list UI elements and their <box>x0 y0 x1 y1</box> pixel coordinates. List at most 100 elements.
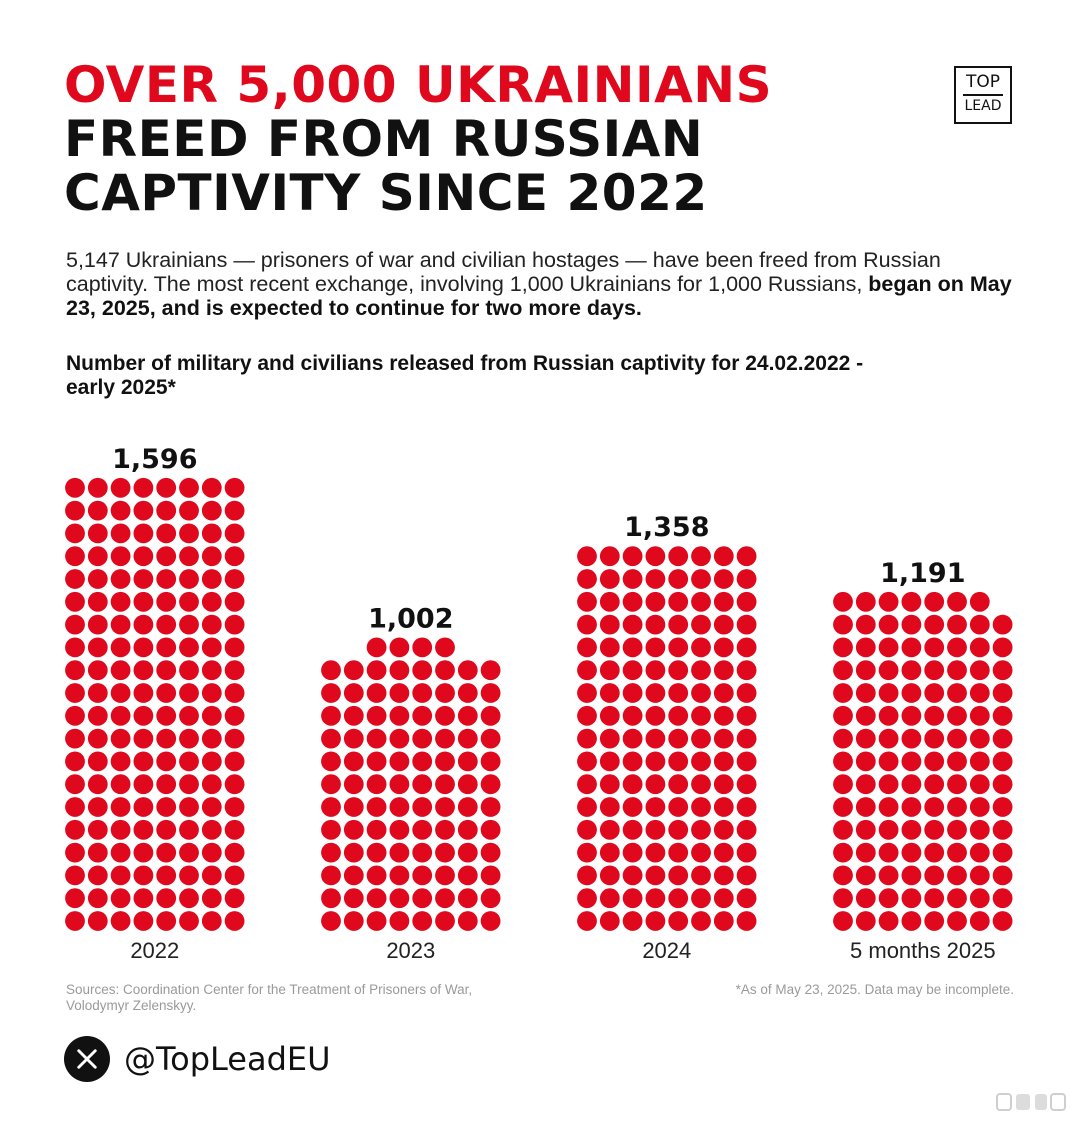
dot <box>389 705 410 726</box>
dot <box>947 637 967 658</box>
dot <box>736 842 757 863</box>
dot <box>389 842 410 863</box>
dot <box>691 660 711 681</box>
dot <box>855 888 876 909</box>
dot <box>924 683 945 703</box>
dot <box>201 842 222 863</box>
dot <box>947 774 967 795</box>
dot <box>179 797 199 817</box>
dot <box>224 774 245 795</box>
dot <box>713 614 734 635</box>
dot <box>435 637 455 658</box>
dot <box>969 888 990 909</box>
dot <box>65 477 85 498</box>
dot <box>412 819 433 840</box>
dot <box>924 705 945 726</box>
dot <box>87 705 108 726</box>
dot <box>992 911 1013 931</box>
dot <box>435 774 455 795</box>
dot <box>179 705 199 726</box>
dot <box>599 888 620 909</box>
dot <box>713 705 734 726</box>
dot <box>833 728 853 749</box>
dot <box>833 660 853 681</box>
dot <box>668 751 689 772</box>
dot <box>577 614 597 635</box>
dot <box>457 819 478 840</box>
dot <box>480 774 501 795</box>
footnote: *As of May 23, 2025. Data may be incompl… <box>735 982 1014 997</box>
value-label: 1,002 <box>368 603 453 634</box>
dot <box>924 819 945 840</box>
dot <box>133 842 154 863</box>
dot <box>179 477 199 498</box>
dot <box>224 888 245 909</box>
dot <box>622 911 643 931</box>
dot <box>855 637 876 658</box>
dot <box>645 705 666 726</box>
dot <box>577 637 597 658</box>
dot <box>133 477 154 498</box>
dot <box>389 683 410 703</box>
dot <box>736 591 757 612</box>
dot <box>622 569 643 589</box>
dot <box>668 911 689 931</box>
value-label: 1,191 <box>880 558 965 589</box>
dot <box>224 819 245 840</box>
dot <box>412 728 433 749</box>
dot <box>412 865 433 886</box>
dot <box>622 728 643 749</box>
dot <box>110 660 131 681</box>
dot <box>480 683 501 703</box>
dot <box>855 660 876 681</box>
dot <box>713 637 734 658</box>
dot <box>947 819 967 840</box>
dot <box>343 751 364 772</box>
dot <box>691 911 711 931</box>
dot <box>65 614 85 635</box>
dot <box>224 500 245 521</box>
dot <box>992 751 1013 772</box>
dot <box>599 728 620 749</box>
dot-column-4 <box>833 591 1013 931</box>
dot <box>969 911 990 931</box>
dot <box>87 774 108 795</box>
dot <box>412 660 433 681</box>
dot <box>833 637 853 658</box>
dot <box>321 819 341 840</box>
dot-column-3 <box>577 546 757 931</box>
dot <box>668 819 689 840</box>
social-handle[interactable]: @TopLeadEU <box>64 1036 331 1082</box>
dot <box>224 637 245 658</box>
dot <box>992 683 1013 703</box>
dot <box>599 797 620 817</box>
dot <box>833 705 853 726</box>
dot <box>599 683 620 703</box>
dot <box>179 660 199 681</box>
dot <box>901 888 922 909</box>
x-icon <box>64 1036 110 1082</box>
dot <box>599 637 620 658</box>
dot <box>366 842 387 863</box>
dot <box>480 911 501 931</box>
dot <box>947 728 967 749</box>
dot <box>969 728 990 749</box>
dot <box>901 728 922 749</box>
dot <box>969 865 990 886</box>
dot <box>201 751 222 772</box>
dot <box>645 774 666 795</box>
dot <box>87 523 108 544</box>
dot <box>133 614 154 635</box>
dot <box>878 819 899 840</box>
dot <box>577 751 597 772</box>
dot <box>179 683 199 703</box>
dot <box>668 660 689 681</box>
dot <box>833 888 853 909</box>
dot <box>577 728 597 749</box>
dot <box>645 819 666 840</box>
dot <box>224 591 245 612</box>
dot <box>645 797 666 817</box>
dot <box>645 546 666 567</box>
dot <box>179 842 199 863</box>
dot <box>343 842 364 863</box>
